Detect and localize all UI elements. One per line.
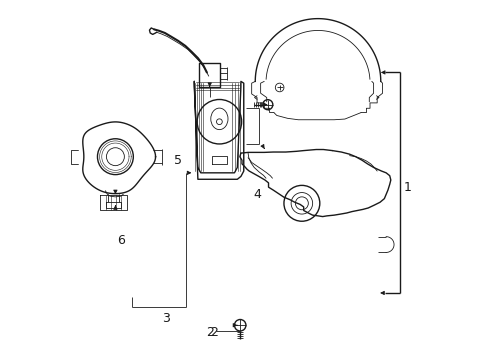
Text: 2: 2: [210, 326, 218, 339]
Text: 1: 1: [403, 181, 411, 194]
Text: 2: 2: [206, 326, 214, 339]
Text: 4: 4: [253, 188, 261, 201]
Text: 6: 6: [117, 234, 124, 247]
Text: 5: 5: [174, 154, 182, 167]
Text: 3: 3: [162, 311, 169, 325]
